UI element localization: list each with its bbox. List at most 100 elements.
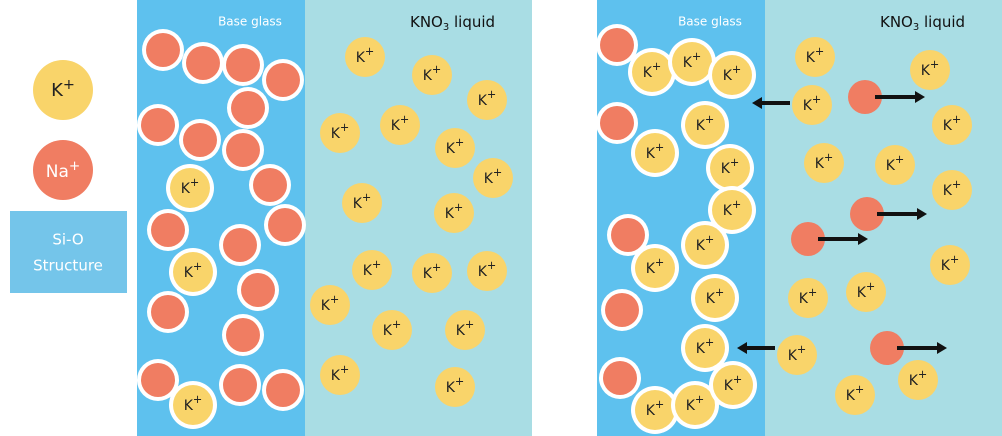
potassium-ion [713, 365, 753, 405]
sodium-ion [141, 363, 175, 397]
ion-label: K+ [724, 373, 743, 394]
ion-label: K+ [683, 50, 702, 71]
ion-symbol: K [363, 263, 373, 279]
ion-charge: + [340, 121, 349, 134]
ion-charge: + [695, 393, 704, 406]
ion-charge: + [895, 153, 904, 166]
ion-label: K+ [788, 343, 807, 364]
potassium-ion [635, 133, 675, 173]
ion-charge: + [63, 77, 75, 93]
ion-label: K+ [803, 93, 822, 114]
liquid-label: KNO3 liquid [880, 13, 965, 34]
ion-symbol: K [857, 285, 867, 301]
potassium-ion [434, 193, 474, 233]
ion-label: K+ [696, 233, 715, 254]
sodium-ion [226, 318, 260, 352]
ion-symbol: K [723, 203, 733, 219]
sodium-ion [611, 218, 645, 252]
ion-label: K+ [696, 336, 715, 357]
ion-charge: + [855, 383, 864, 396]
ion-symbol: K [706, 291, 716, 307]
ion-charge: + [193, 393, 202, 406]
glass-label: Base glass [218, 15, 282, 29]
ion-symbol: K [724, 378, 734, 394]
potassium-ion [672, 42, 712, 82]
ion-charge: + [692, 50, 701, 63]
ion-label: K+ [331, 363, 350, 384]
ion-symbol: K [51, 80, 64, 101]
ion-symbol: K [356, 50, 366, 66]
ion-label: K+ [51, 77, 75, 101]
ion-label: K+ [353, 191, 372, 212]
potassium-ion [795, 37, 835, 77]
ion-symbol: K [696, 118, 706, 134]
ion-symbol: K [721, 161, 731, 177]
ion-label: K+ [445, 201, 464, 222]
ion-symbol: K [921, 63, 931, 79]
ion-charge: + [365, 45, 374, 58]
potassium-ion [473, 158, 513, 198]
arrow-head [858, 233, 868, 245]
sodium-ion [231, 91, 265, 125]
ion-charge: + [372, 258, 381, 271]
ion-charge: + [193, 260, 202, 273]
ion-label: K+ [484, 166, 503, 187]
potassium-ion [685, 105, 725, 145]
ion-symbol: K [646, 261, 656, 277]
ion-symbol: K [886, 158, 896, 174]
ion-symbol: K [446, 380, 456, 396]
ion-symbol: K [478, 93, 488, 109]
legend-structure-label: Structure [33, 257, 103, 275]
potassium-ion [675, 385, 715, 425]
arrow-head [737, 342, 747, 354]
potassium-ion [910, 50, 950, 90]
sodium-ion [183, 123, 217, 157]
ion-charge: + [455, 375, 464, 388]
ion-charge: + [392, 318, 401, 331]
ion-symbol: K [321, 298, 331, 314]
ion-symbol: K [815, 156, 825, 172]
ion-symbol: K [788, 348, 798, 364]
ion-symbol: K [478, 264, 488, 280]
potassium-ion [777, 335, 817, 375]
ion-charge: + [455, 136, 464, 149]
ion-label: K+ [356, 45, 375, 66]
ion-label: K+ [646, 398, 665, 419]
ion-symbol: K [909, 373, 919, 389]
ion-charge: + [812, 93, 821, 106]
ion-label: K+ [456, 318, 475, 339]
sodium-ion [850, 197, 884, 231]
ion-symbol: K [803, 98, 813, 114]
ion-label: K+ [643, 60, 662, 81]
ion-symbol: K [484, 171, 494, 187]
potassium-ion [320, 355, 360, 395]
ion-symbol: K [941, 258, 951, 274]
potassium-ion [930, 245, 970, 285]
liquid-word: liquid [449, 13, 495, 31]
sodium-ion [791, 222, 825, 256]
ion-charge: + [655, 398, 664, 411]
potassium-ion [345, 37, 385, 77]
potassium-ion [173, 385, 213, 425]
potassium-ion [170, 168, 210, 208]
potassium-ion [685, 225, 725, 265]
ion-symbol: K [383, 323, 393, 339]
ion-symbol: K [423, 68, 433, 84]
sodium-ion [848, 80, 882, 114]
ion-symbol: K [806, 50, 816, 66]
ion-symbol: K [696, 238, 706, 254]
ion-label: K+ [383, 318, 402, 339]
potassium-ion [835, 375, 875, 415]
ion-charge: + [454, 201, 463, 214]
ion-charge: + [705, 336, 714, 349]
ion-label: K+ [723, 198, 742, 219]
ion-charge: + [918, 368, 927, 381]
ion-charge: + [655, 141, 664, 154]
formula-subscript: 3 [443, 22, 449, 33]
sodium-ion [605, 293, 639, 327]
ion-charge: + [730, 156, 739, 169]
sodium-ion [151, 213, 185, 247]
potassium-ion [632, 52, 672, 92]
ion-symbol: K [723, 68, 733, 84]
potassium-ion [380, 105, 420, 145]
